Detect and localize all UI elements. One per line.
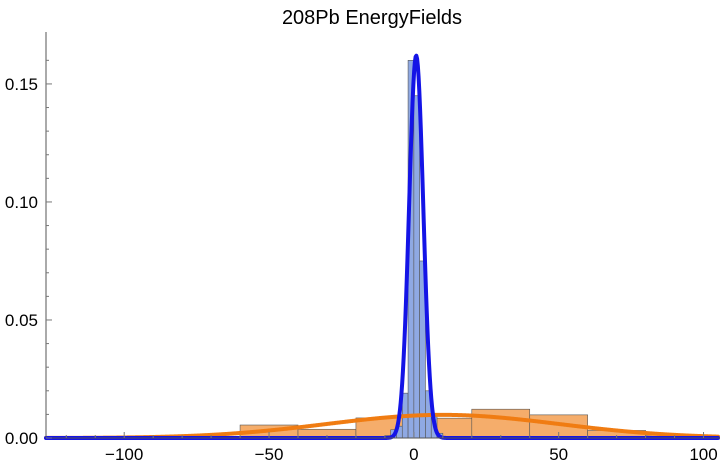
narrow-fit-curve [44,53,720,440]
axes: −100 −50 0 50 100 0.00 0.05 0.10 0.15 [5,32,720,464]
chart-title: 208Pb EnergyFields [282,7,462,29]
wide-bar-4 [471,408,531,439]
y-tick-label-0: 0.00 [5,429,38,448]
x-tick-label-4: 100 [689,445,717,464]
histogram-layer [239,60,704,439]
fit-curves-layer [44,53,720,440]
x-tick-label-1: −50 [255,445,284,464]
narrow-bar-5 [413,95,420,439]
x-tick-label-3: 50 [549,445,568,464]
x-tick-label-0: −100 [105,445,143,464]
y-tick-label-3: 0.15 [5,75,38,94]
y-tick-label-2: 0.10 [5,193,38,212]
y-tick-label-1: 0.05 [5,311,38,330]
x-tick-label-2: 0 [409,445,418,464]
